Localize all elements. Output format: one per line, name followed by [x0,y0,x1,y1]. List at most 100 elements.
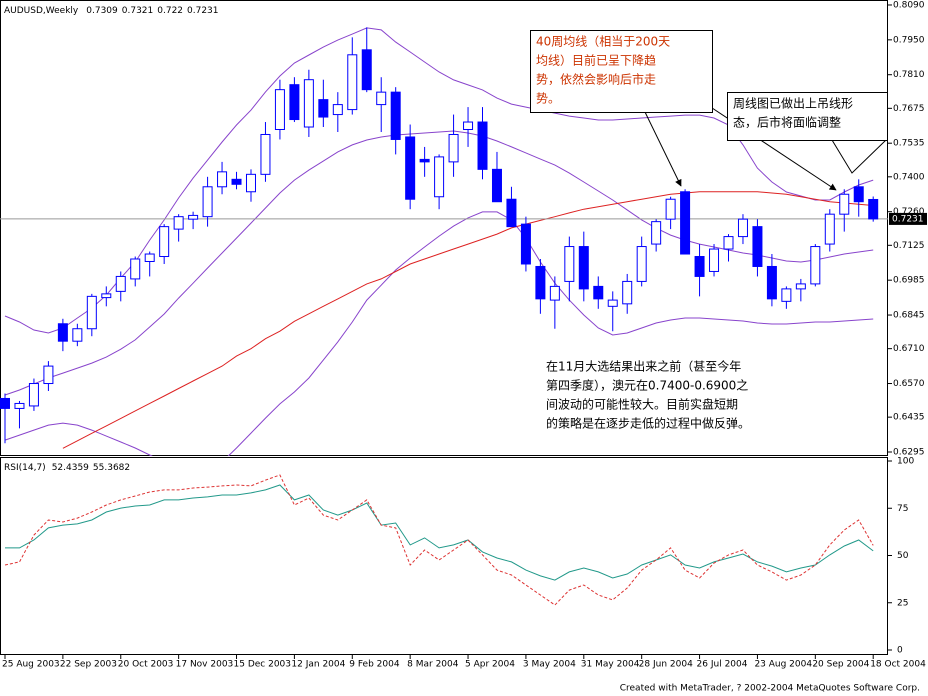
candle-body [144,253,155,262]
candle-body [491,168,502,203]
annotation-text: 势，依然会影响后市走 [536,72,656,87]
annotation-text: 40周均线（相当于200天 [536,35,670,49]
y-tick-label: 0.8090 [893,0,925,10]
candle-body [578,246,589,290]
candle-body [43,365,54,385]
rsi-header: RSI(14,7) 52.4359 55.3682 [4,463,130,473]
y-tick-label: 0.6435 [893,413,925,423]
overlay-line [4,211,874,456]
candle-body [28,383,39,407]
candle-body [274,89,285,131]
candle-body [376,91,387,106]
rsi-line [4,474,874,606]
x-tick-label: 26 Jul 2004 [697,660,748,670]
rsi-plot [4,474,874,606]
annotation-arrow [644,111,682,187]
candle-body [405,136,416,200]
y-tick-label: 0 [897,646,903,656]
candle-body [839,193,850,215]
candle-body [752,226,763,267]
candle-body [723,236,734,250]
candle-body [737,218,748,238]
y-tick-label: 0.7260 [893,207,925,217]
candle-body [549,285,560,301]
y-tick-label: 0.7535 [893,139,925,149]
x-tick-label: 28 Jun 2004 [639,660,693,670]
candle-body [709,248,720,272]
candle-body [868,198,879,220]
overlay-line [62,191,874,449]
candle-body [202,186,213,218]
symbol: AUDUSD,Weekly [4,6,79,16]
candle-body [593,285,604,300]
y-tick-label: 25 [897,598,908,608]
y-tick-label: 50 [897,551,909,561]
candle-body [607,299,618,307]
candle-body [810,246,821,285]
annotation-box [530,30,713,113]
candle-body [564,246,575,282]
annotation-box [727,92,888,141]
y-tick-label: 0.6845 [893,311,925,321]
annotation-pointer [831,139,887,174]
candle-body [463,121,474,131]
x-tick-label: 5 Apr 2004 [465,660,515,670]
candle-body [390,91,401,140]
candle-body [535,265,546,300]
annotation-text: 第四季度），澳元在0.7400-0.6900之 [546,378,748,393]
price-tag-label: 0.7231 [892,214,924,224]
candle-body [853,186,864,203]
candle-body [14,402,25,409]
candle-body [477,121,488,170]
header-close: 0.7231 [187,6,219,16]
annotation-text: 均线）目前已呈下降趋 [536,53,656,68]
candle-body [448,133,459,163]
y-tick-label: 0.7950 [893,35,925,45]
y-tick-label: 0.7810 [893,70,925,80]
candle-body [506,198,517,228]
annotation-arrow [699,99,837,191]
x-tick-label: 15 Dec 2003 [234,660,292,670]
candle-body [217,171,228,188]
candle-body [795,283,806,290]
rsi-value-14: 52.4359 [52,463,89,473]
annotation-text: 势。 [536,92,560,106]
rsi-value-7: 55.3682 [93,463,130,473]
candle-body [347,54,358,111]
candle-body [332,104,343,116]
header-open: 0.7309 [86,6,118,16]
x-tick-label: 18 Oct 2004 [870,660,926,670]
candle-body [57,323,68,342]
candle-body [289,84,300,121]
candle-body [361,49,372,91]
rsi-title: RSI(14,7) [4,463,46,473]
candle-body [0,397,10,409]
candle-body [434,156,445,198]
price-header: AUDUSD,Weekly 0.7309 0.7321 0.722 0.7231 [4,6,219,16]
annotation-text: 周线图已做出上吊线形 [733,96,853,111]
candle-body [115,275,126,292]
candle-body [824,213,835,245]
candle-body [636,246,647,282]
x-tick-label: 20 Oct 2003 [118,660,174,670]
candle-body [260,133,271,175]
candle-body [188,214,199,220]
y-tick-label: 0.7400 [893,172,925,182]
candle-body [101,293,112,299]
candle-body [159,226,170,258]
candle-body [622,280,633,305]
y-tick-label: 0.6570 [893,379,925,389]
candle-body [231,178,242,185]
y-tick-label: 0.6710 [893,344,925,354]
header-low: 0.722 [157,6,183,16]
x-tick-label: 12 Jan 2004 [291,660,345,670]
y-tick-label: 0.6985 [893,276,925,286]
candle-body [781,288,792,302]
x-tick-label: 20 Sep 2004 [812,660,869,670]
price-tag [889,212,927,225]
x-tick-label: 17 Nov 2003 [176,660,234,670]
y-tick-label: 0.7125 [893,241,925,251]
y-tick-label: 75 [897,504,908,514]
